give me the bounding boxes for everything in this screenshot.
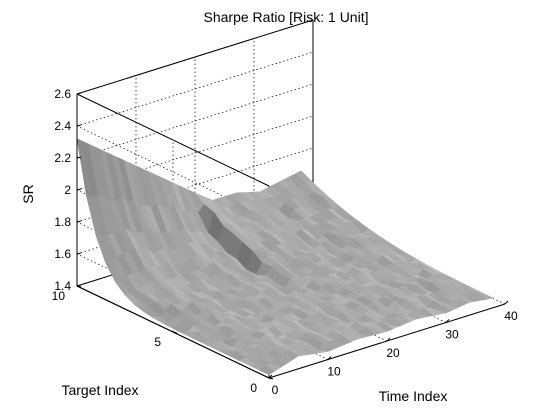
- z-tick-label: 1.6: [54, 247, 71, 261]
- z-tick-label: 2.2: [54, 151, 71, 165]
- z-axis-tick: [76, 284, 82, 287]
- x-tick-label: 30: [445, 328, 459, 342]
- y-axis-tick: [268, 377, 274, 380]
- x-axis-tick: [504, 300, 509, 305]
- x-tick-label: 0: [272, 383, 279, 397]
- x-axis-tick: [445, 319, 450, 323]
- box-edge-left-top: [76, 93, 270, 187]
- x-axis-tick: [268, 374, 273, 379]
- x-tick-label: 20: [386, 346, 400, 360]
- grid-line-z-leftwall: [76, 125, 270, 219]
- box-edge-back-top: [76, 19, 314, 95]
- z-axis-tick: [76, 156, 82, 159]
- z-tick-label: 2: [64, 183, 71, 197]
- grid-line-z-backwall: [76, 83, 314, 159]
- x-tick-label: 40: [504, 309, 518, 323]
- z-axis-tick: [76, 252, 82, 255]
- z-axis-tick: [76, 92, 82, 95]
- x-axis-label: Time Index: [379, 388, 448, 404]
- grid-line-z-backwall: [76, 51, 314, 127]
- z-axis-tick: [76, 124, 82, 127]
- y-axis-label: Target Index: [61, 382, 138, 398]
- x-axis-tick: [327, 356, 332, 360]
- z-tick-label: 1.8: [54, 215, 71, 229]
- surface-patch: [477, 291, 495, 300]
- y-tick-label: 5: [154, 335, 161, 349]
- y-axis-tick: [172, 331, 178, 334]
- y-tick-label: 0: [250, 381, 257, 395]
- z-tick-label: 2.4: [54, 119, 71, 133]
- surface-layer: [76, 138, 495, 376]
- x-axis-tick: [386, 337, 391, 342]
- z-axis-tick: [76, 220, 82, 223]
- grid-front-layer: [76, 92, 509, 380]
- z-axis-tick: [76, 188, 82, 191]
- chart-title: Sharpe Ratio [Risk: 1 Unit]: [204, 9, 369, 25]
- x-tick-label: 10: [327, 365, 341, 379]
- z-tick-label: 2.6: [54, 87, 71, 101]
- z-axis-label: SR: [20, 184, 36, 203]
- y-tick-label: 10: [52, 289, 66, 303]
- z-tick-label: 1.4: [54, 279, 71, 293]
